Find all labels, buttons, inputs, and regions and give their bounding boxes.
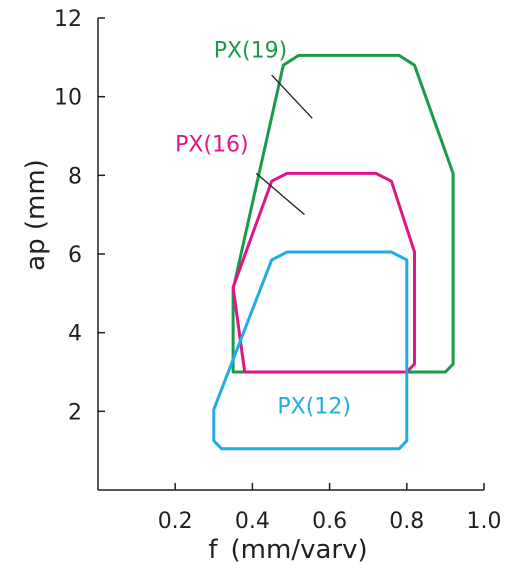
series-label-px19: PX(19) — [214, 38, 288, 63]
series-label-px12: PX(12) — [277, 394, 351, 419]
series-outline-px12 — [212, 250, 409, 451]
y-tick-label: 2 — [68, 400, 82, 425]
y-tick-label: 6 — [68, 243, 82, 268]
chart-series: PX(19) PX(16) PX(12) — [175, 38, 455, 451]
series-outline-px19 — [231, 53, 455, 374]
series-label-px16: PX(16) — [175, 133, 249, 158]
x-tick-label: 0.4 — [235, 509, 270, 534]
x-tick-label: 1.0 — [467, 509, 502, 534]
y-axis-label: ap (mm) — [21, 159, 51, 271]
x-tick-label: 0.6 — [312, 509, 347, 534]
x-tick-label: 0.2 — [158, 509, 193, 534]
y-tick-label: 8 — [68, 164, 82, 189]
series-pointer-px19 — [271, 74, 313, 119]
y-tick-label: 10 — [54, 86, 82, 111]
y-tick-label: 12 — [54, 7, 82, 32]
x-tick-label: 0.8 — [389, 509, 424, 534]
series-outline-px16 — [231, 171, 416, 374]
x-axis-label: f (mm/varv) — [208, 535, 367, 565]
chart-axes: 0.2 0.4 0.6 0.8 1.0 2 4 6 8 10 12 — [54, 7, 502, 534]
y-tick-label: 4 — [68, 322, 82, 347]
series-pointer-px16 — [255, 172, 305, 216]
